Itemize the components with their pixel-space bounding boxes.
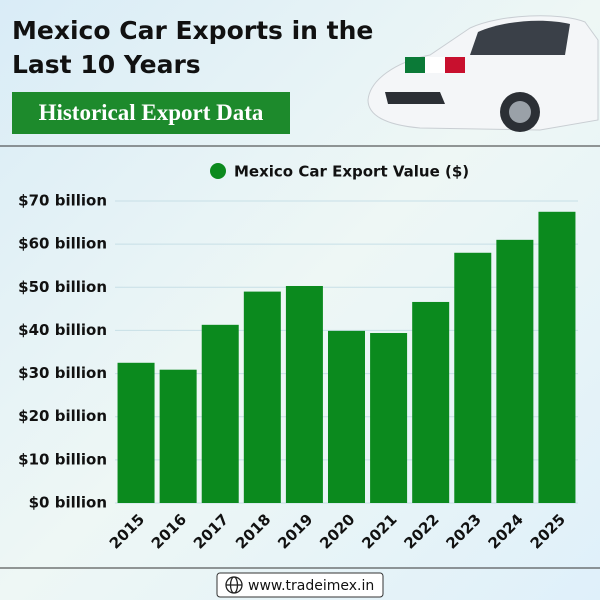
footer-box [216, 572, 384, 598]
car-illustration [367, 15, 599, 132]
y-tick-label: $50 billion [18, 278, 107, 296]
y-tick-label: $40 billion [18, 321, 107, 339]
x-tick-label: 2019 [274, 510, 316, 552]
x-tick-label: 2016 [148, 510, 190, 552]
bar [538, 211, 576, 504]
x-tick-label: 2017 [190, 510, 232, 552]
subtitle-button: Historical Export Data [12, 92, 290, 134]
bar [328, 330, 365, 503]
y-tick-label: $10 billion [18, 450, 107, 468]
bar [496, 239, 534, 504]
globe-icon [225, 576, 243, 594]
bar [370, 333, 408, 503]
bar [454, 252, 492, 503]
y-tick-label: $30 billion [18, 364, 107, 382]
bar [243, 291, 281, 503]
legend-label: Mexico Car Export Value ($) [234, 163, 469, 181]
y-tick-label: $0 billion [29, 494, 107, 512]
x-tick-label: 2021 [358, 510, 400, 552]
y-tick-label: $70 billion [18, 192, 107, 210]
x-tick-label: 2025 [527, 510, 569, 552]
y-tick-label: $20 billion [18, 407, 107, 425]
bar [285, 285, 323, 503]
bar [159, 369, 197, 503]
x-tick-label: 2024 [485, 510, 527, 552]
footer-text: www.tradeimex.in [248, 578, 374, 594]
legend-marker [210, 163, 226, 179]
y-tick-label: $60 billion [18, 235, 107, 253]
x-tick-label: 2020 [316, 510, 358, 552]
bar [201, 324, 239, 503]
bar [117, 362, 155, 503]
x-tick-label: 2023 [443, 510, 485, 552]
x-tick-label: 2015 [106, 510, 148, 552]
x-tick-label: 2018 [232, 510, 274, 552]
bar [412, 301, 450, 503]
x-tick-label: 2022 [400, 510, 442, 552]
chart-title: Mexico Car Exports in the Last 10 Years [12, 16, 374, 79]
